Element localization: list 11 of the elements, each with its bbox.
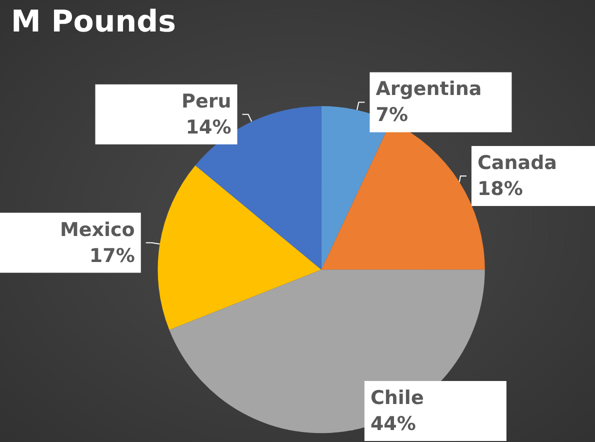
data-label: 44% xyxy=(370,413,416,435)
data-label: 7% xyxy=(376,104,408,126)
data-label: 18% xyxy=(477,178,523,200)
slice-label: Peru xyxy=(182,90,232,112)
slice-label: Chile xyxy=(370,387,424,409)
data-label: 17% xyxy=(89,244,135,267)
chart-title: M Pounds xyxy=(11,4,176,40)
slice-label: Canada xyxy=(477,152,558,174)
slice-label: Argentina xyxy=(376,78,482,100)
data-label: 14% xyxy=(186,116,232,138)
slice-label: Mexico xyxy=(60,218,135,241)
